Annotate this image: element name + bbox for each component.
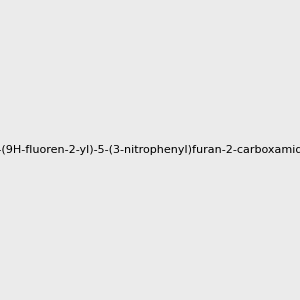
Text: N-(9H-fluoren-2-yl)-5-(3-nitrophenyl)furan-2-carboxamide: N-(9H-fluoren-2-yl)-5-(3-nitrophenyl)fur…	[0, 145, 300, 155]
